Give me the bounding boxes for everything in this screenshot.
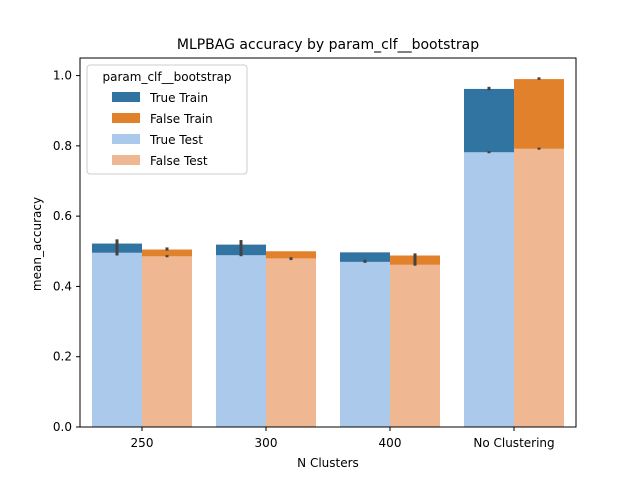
legend-label-0: True Train: [149, 91, 208, 105]
legend-swatch-0: [112, 92, 140, 102]
bar-false-test-0: [142, 256, 192, 427]
bar-true-test-1: [216, 255, 266, 427]
y-tick-label-3: 0.6: [53, 209, 72, 223]
bar-false-test-3: [514, 148, 564, 427]
bar-true-test-0: [92, 252, 142, 427]
legend: param_clf__bootstrap True Train False Trai…: [86, 64, 248, 175]
legend-swatch-1: [112, 113, 140, 123]
y-tick-label-2: 0.4: [53, 279, 72, 293]
legend-label-1: False Train: [150, 112, 213, 126]
axes-frame: [79, 57, 577, 428]
x-tick-label-0: 250: [131, 436, 154, 450]
y-axis-label: mean_accuracy: [30, 197, 44, 291]
x-axis-label: N Clusters: [297, 456, 359, 470]
y-tick-label-5: 1.0: [53, 69, 72, 83]
y-tick-label-0: 0.0: [53, 420, 72, 434]
legend-label-2: True Test: [149, 133, 203, 147]
y-tick-label-1: 0.2: [53, 350, 72, 364]
legend-title: param_clf__bootstrap: [103, 70, 232, 84]
bar-true-test-3: [464, 152, 514, 427]
plot-area: 0.0 0.2 0.4 0.6 0.8 1.0 250 300 400 No Clustering: [53, 57, 577, 450]
legend-swatch-2: [112, 134, 140, 144]
bar-true-test-2: [340, 261, 390, 427]
bar-false-test-2: [390, 264, 440, 427]
legend-label-3: False Test: [150, 154, 208, 168]
x-tick-label-2: 400: [379, 436, 402, 450]
x-tick-label-3: No Clustering: [473, 436, 554, 450]
bar-false-test-1: [266, 258, 316, 427]
x-tick-label-1: 300: [255, 436, 278, 450]
chart-title: MLPBAG accuracy by param_clf__bootstrap: [177, 37, 479, 53]
y-tick-label-4: 0.8: [53, 139, 72, 153]
legend-swatch-3: [112, 155, 140, 165]
